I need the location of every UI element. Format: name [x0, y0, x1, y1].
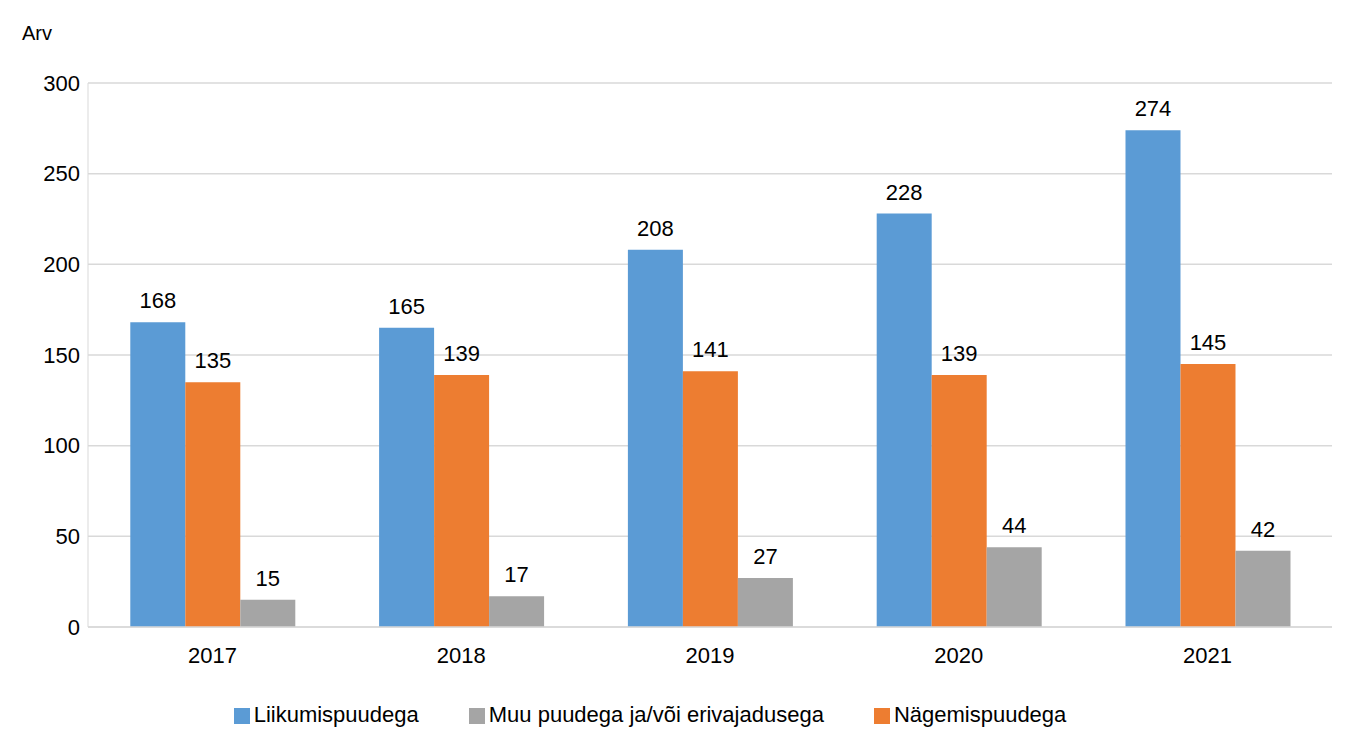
svg-text:208: 208: [637, 216, 674, 241]
svg-text:150: 150: [43, 343, 80, 368]
svg-text:0: 0: [68, 615, 80, 640]
html-text:Muu puudega ja/või erivajaduse: Muu puudega ja/või erivajadusega: [488, 702, 824, 727]
svg-text:200: 200: [43, 252, 80, 277]
svg-text:42: 42: [1251, 517, 1275, 542]
html-text:Arv: Arv: [22, 22, 52, 44]
svg-text:2018: 2018: [437, 643, 486, 668]
svg-text:135: 135: [194, 348, 231, 373]
svg-text:141: 141: [692, 337, 729, 362]
svg-text:250: 250: [43, 161, 80, 186]
svg-text:100: 100: [43, 433, 80, 458]
svg-text:228: 228: [886, 180, 923, 205]
svg-text:2020: 2020: [934, 643, 983, 668]
svg-text:165: 165: [388, 294, 425, 319]
svg-text:17: 17: [504, 562, 528, 587]
svg-text:139: 139: [941, 341, 978, 366]
svg-text:145: 145: [1190, 330, 1227, 355]
svg-text:2019: 2019: [686, 643, 735, 668]
svg-text:27: 27: [753, 544, 777, 569]
svg-text:50: 50: [56, 524, 80, 549]
svg-text:2021: 2021: [1183, 643, 1232, 668]
svg-text:139: 139: [443, 341, 480, 366]
svg-text:44: 44: [1002, 513, 1026, 538]
svg-text:15: 15: [256, 566, 280, 591]
svg-text:168: 168: [139, 288, 176, 313]
html-text:Liikumispuudega: Liikumispuudega: [253, 702, 419, 727]
html-text:Nägemispuudega: Nägemispuudega: [893, 702, 1067, 727]
svg-text:300: 300: [43, 71, 80, 96]
svg-text:274: 274: [1135, 96, 1172, 121]
svg-text:2017: 2017: [188, 643, 237, 668]
